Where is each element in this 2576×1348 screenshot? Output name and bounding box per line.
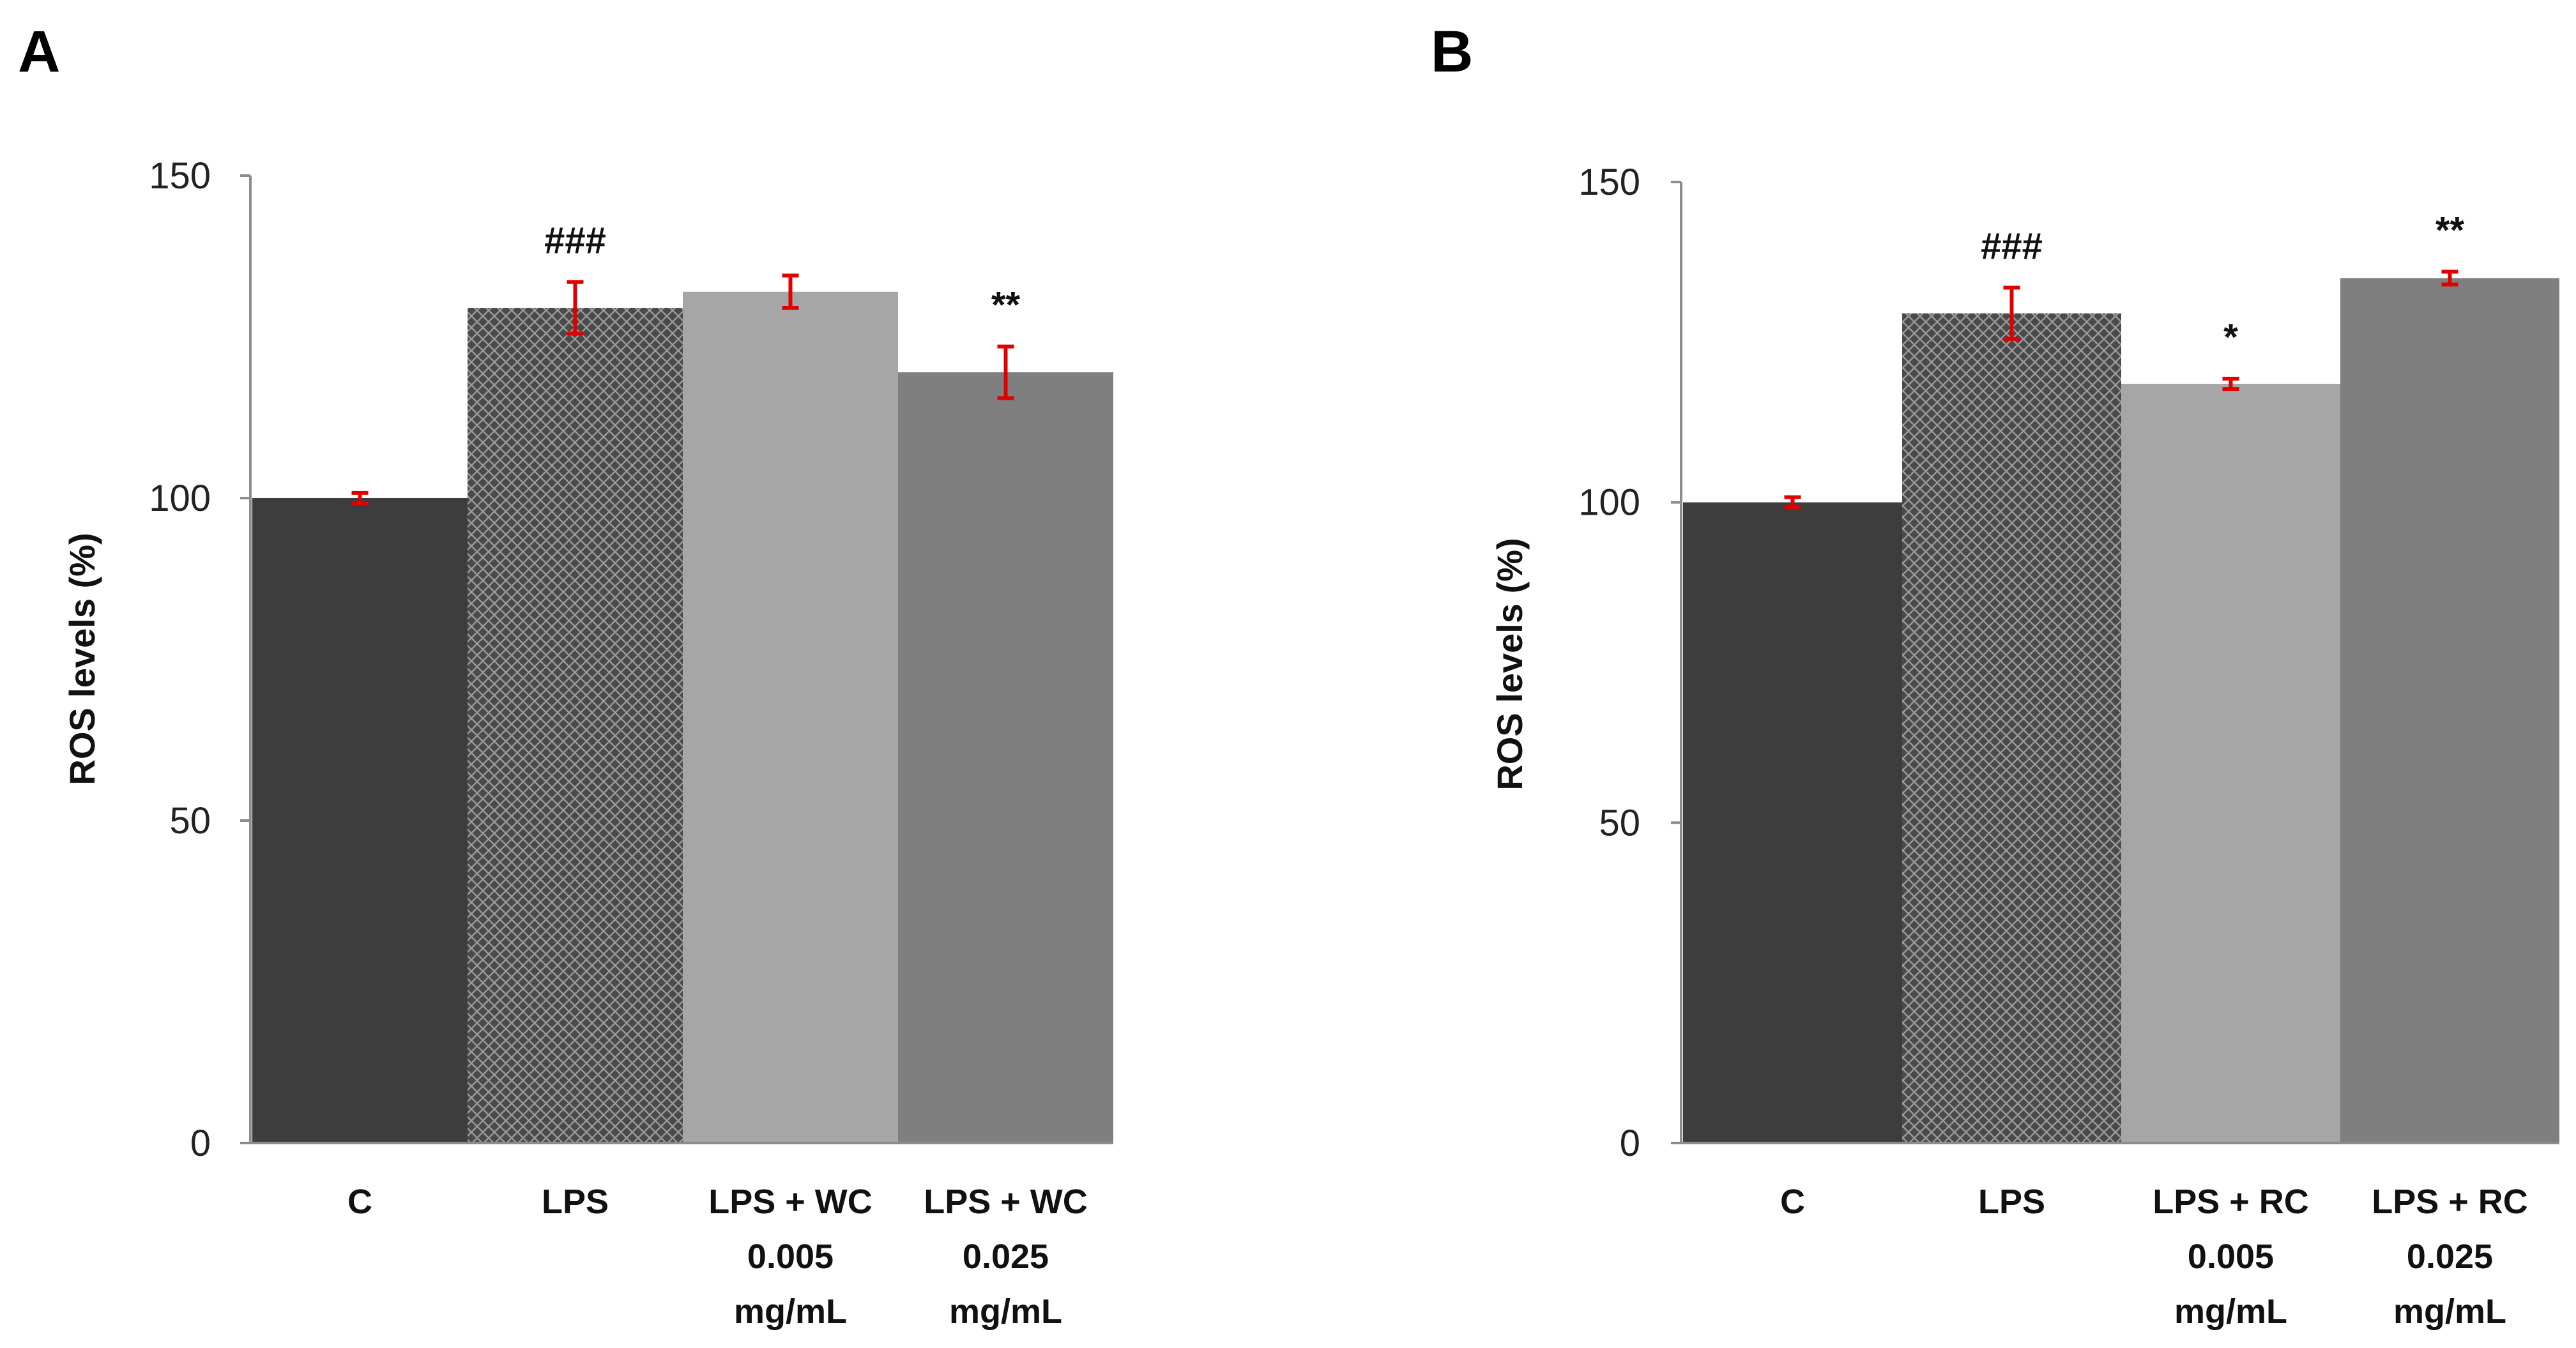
bar: [1902, 313, 2121, 1143]
x-tick-label-line: 0.005: [747, 1238, 834, 1276]
error-bar: [2441, 269, 2458, 287]
x-tick-label-line: LPS + WC: [708, 1183, 873, 1221]
x-tick-label-line: mg/mL: [949, 1292, 1062, 1331]
x-tick-label-line: mg/mL: [734, 1292, 847, 1331]
x-tick-label: LPS + RC 0.005 mg/mL: [2153, 1183, 2309, 1331]
error-bar: [567, 280, 584, 336]
bar: [2340, 278, 2559, 1143]
x-tick-label-line: LPS + WC: [924, 1183, 1088, 1221]
y-axis-title: ROS levels (%): [1490, 538, 1530, 790]
x-tick-label: C: [1780, 1183, 1805, 1221]
y-tick-label: 50: [169, 800, 211, 842]
panel-a: A ### ** 0 50 100 150 ROS levels (%) C LPS LPS + W…: [18, 19, 1113, 1331]
x-tick-label-line: C: [1780, 1183, 1805, 1221]
error-bar: [782, 273, 799, 310]
y-tick-label: 50: [1599, 802, 1640, 844]
x-tick-label-line: 0.005: [2188, 1238, 2274, 1276]
x-tick-label-line: LPS: [1978, 1183, 2045, 1221]
significance-label: **: [991, 285, 1021, 326]
error-bar: [2222, 377, 2239, 391]
bar: [2121, 384, 2340, 1143]
x-tick-label-line: LPS + RC: [2153, 1183, 2309, 1221]
y-axis-title: ROS levels (%): [62, 533, 102, 785]
x-tick-label-line: mg/mL: [2393, 1292, 2506, 1331]
significance-label: ###: [1981, 226, 2043, 268]
panel-letter: B: [1431, 19, 1473, 84]
y-tick-label: 100: [1578, 482, 1640, 524]
y-tick-label: 100: [149, 478, 211, 519]
x-tick-label-line: C: [347, 1183, 372, 1221]
bar: [252, 498, 468, 1143]
error-bar: [2003, 285, 2020, 341]
y-tick-label: 150: [149, 155, 211, 197]
error-bar: [997, 344, 1014, 400]
x-tick-label: LPS + WC 0.005 mg/mL: [708, 1183, 873, 1331]
x-tick-label-line: 0.025: [2407, 1238, 2493, 1276]
x-tick-label: C: [347, 1183, 372, 1221]
x-tick-label-line: LPS + RC: [2372, 1183, 2528, 1221]
x-tick-label: LPS: [1978, 1183, 2045, 1221]
x-tick-label-line: 0.025: [963, 1238, 1049, 1276]
bar: [898, 372, 1113, 1143]
significance-label: *: [2223, 317, 2238, 358]
x-tick-label: LPS + WC 0.025 mg/mL: [924, 1183, 1088, 1331]
x-tick-label: LPS: [542, 1183, 609, 1221]
x-tick-label-line: LPS: [542, 1183, 609, 1221]
bar: [1683, 502, 1902, 1143]
y-tick-label: 0: [190, 1123, 211, 1164]
error-bar: [1784, 495, 1801, 510]
panel-letter: A: [18, 19, 60, 84]
error-bar: [351, 490, 369, 506]
significance-label: ###: [544, 220, 606, 262]
x-tick-label-line: mg/mL: [2174, 1292, 2287, 1331]
x-tick-label: LPS + RC 0.025 mg/mL: [2372, 1183, 2528, 1331]
bar: [468, 308, 683, 1143]
significance-label: **: [2435, 209, 2465, 251]
y-tick-label: 150: [1578, 162, 1640, 203]
panels: A ### ** 0 50 100 150 ROS levels (%) C LPS LPS + W…: [18, 19, 2559, 1331]
bar: [683, 291, 898, 1143]
y-tick-label: 0: [1620, 1123, 1640, 1164]
